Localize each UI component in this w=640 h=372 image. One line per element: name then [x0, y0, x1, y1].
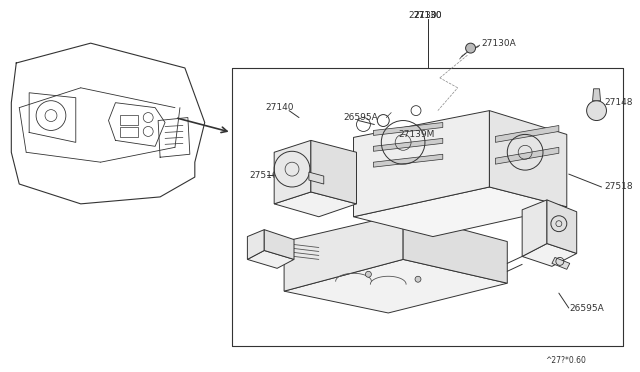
- Text: 27130A: 27130A: [481, 39, 516, 48]
- Polygon shape: [248, 230, 264, 259]
- Polygon shape: [522, 200, 547, 256]
- Polygon shape: [248, 250, 294, 268]
- Polygon shape: [373, 122, 443, 135]
- Text: 27139M: 27139M: [398, 130, 435, 139]
- Text: 27130: 27130: [413, 11, 442, 20]
- Text: 26595A: 26595A: [570, 304, 605, 312]
- Text: 27518: 27518: [605, 183, 633, 192]
- Text: 27516A: 27516A: [250, 171, 284, 180]
- Polygon shape: [274, 192, 356, 217]
- Text: 27140: 27140: [265, 103, 294, 112]
- Polygon shape: [495, 125, 559, 142]
- Text: 26595A: 26595A: [344, 113, 378, 122]
- Polygon shape: [264, 230, 294, 259]
- Circle shape: [365, 271, 371, 277]
- Polygon shape: [593, 89, 600, 101]
- Circle shape: [415, 276, 421, 282]
- Text: ^27?*0.60: ^27?*0.60: [545, 356, 586, 365]
- Bar: [120, 128, 138, 137]
- Polygon shape: [274, 140, 311, 204]
- Circle shape: [466, 43, 476, 53]
- Polygon shape: [403, 214, 508, 283]
- Text: 27130: 27130: [413, 11, 442, 20]
- Bar: [120, 115, 138, 125]
- Text: 27148: 27148: [605, 98, 633, 107]
- Polygon shape: [309, 172, 324, 184]
- Polygon shape: [373, 154, 443, 167]
- Polygon shape: [311, 140, 356, 204]
- Polygon shape: [490, 110, 567, 207]
- Text: 27130: 27130: [409, 11, 437, 20]
- Polygon shape: [495, 147, 559, 164]
- Polygon shape: [353, 187, 567, 237]
- Polygon shape: [552, 257, 570, 269]
- Polygon shape: [353, 110, 490, 217]
- Polygon shape: [284, 259, 508, 313]
- Polygon shape: [284, 214, 403, 291]
- Polygon shape: [373, 138, 443, 151]
- Polygon shape: [522, 244, 577, 266]
- Circle shape: [587, 101, 607, 121]
- Polygon shape: [547, 200, 577, 253]
